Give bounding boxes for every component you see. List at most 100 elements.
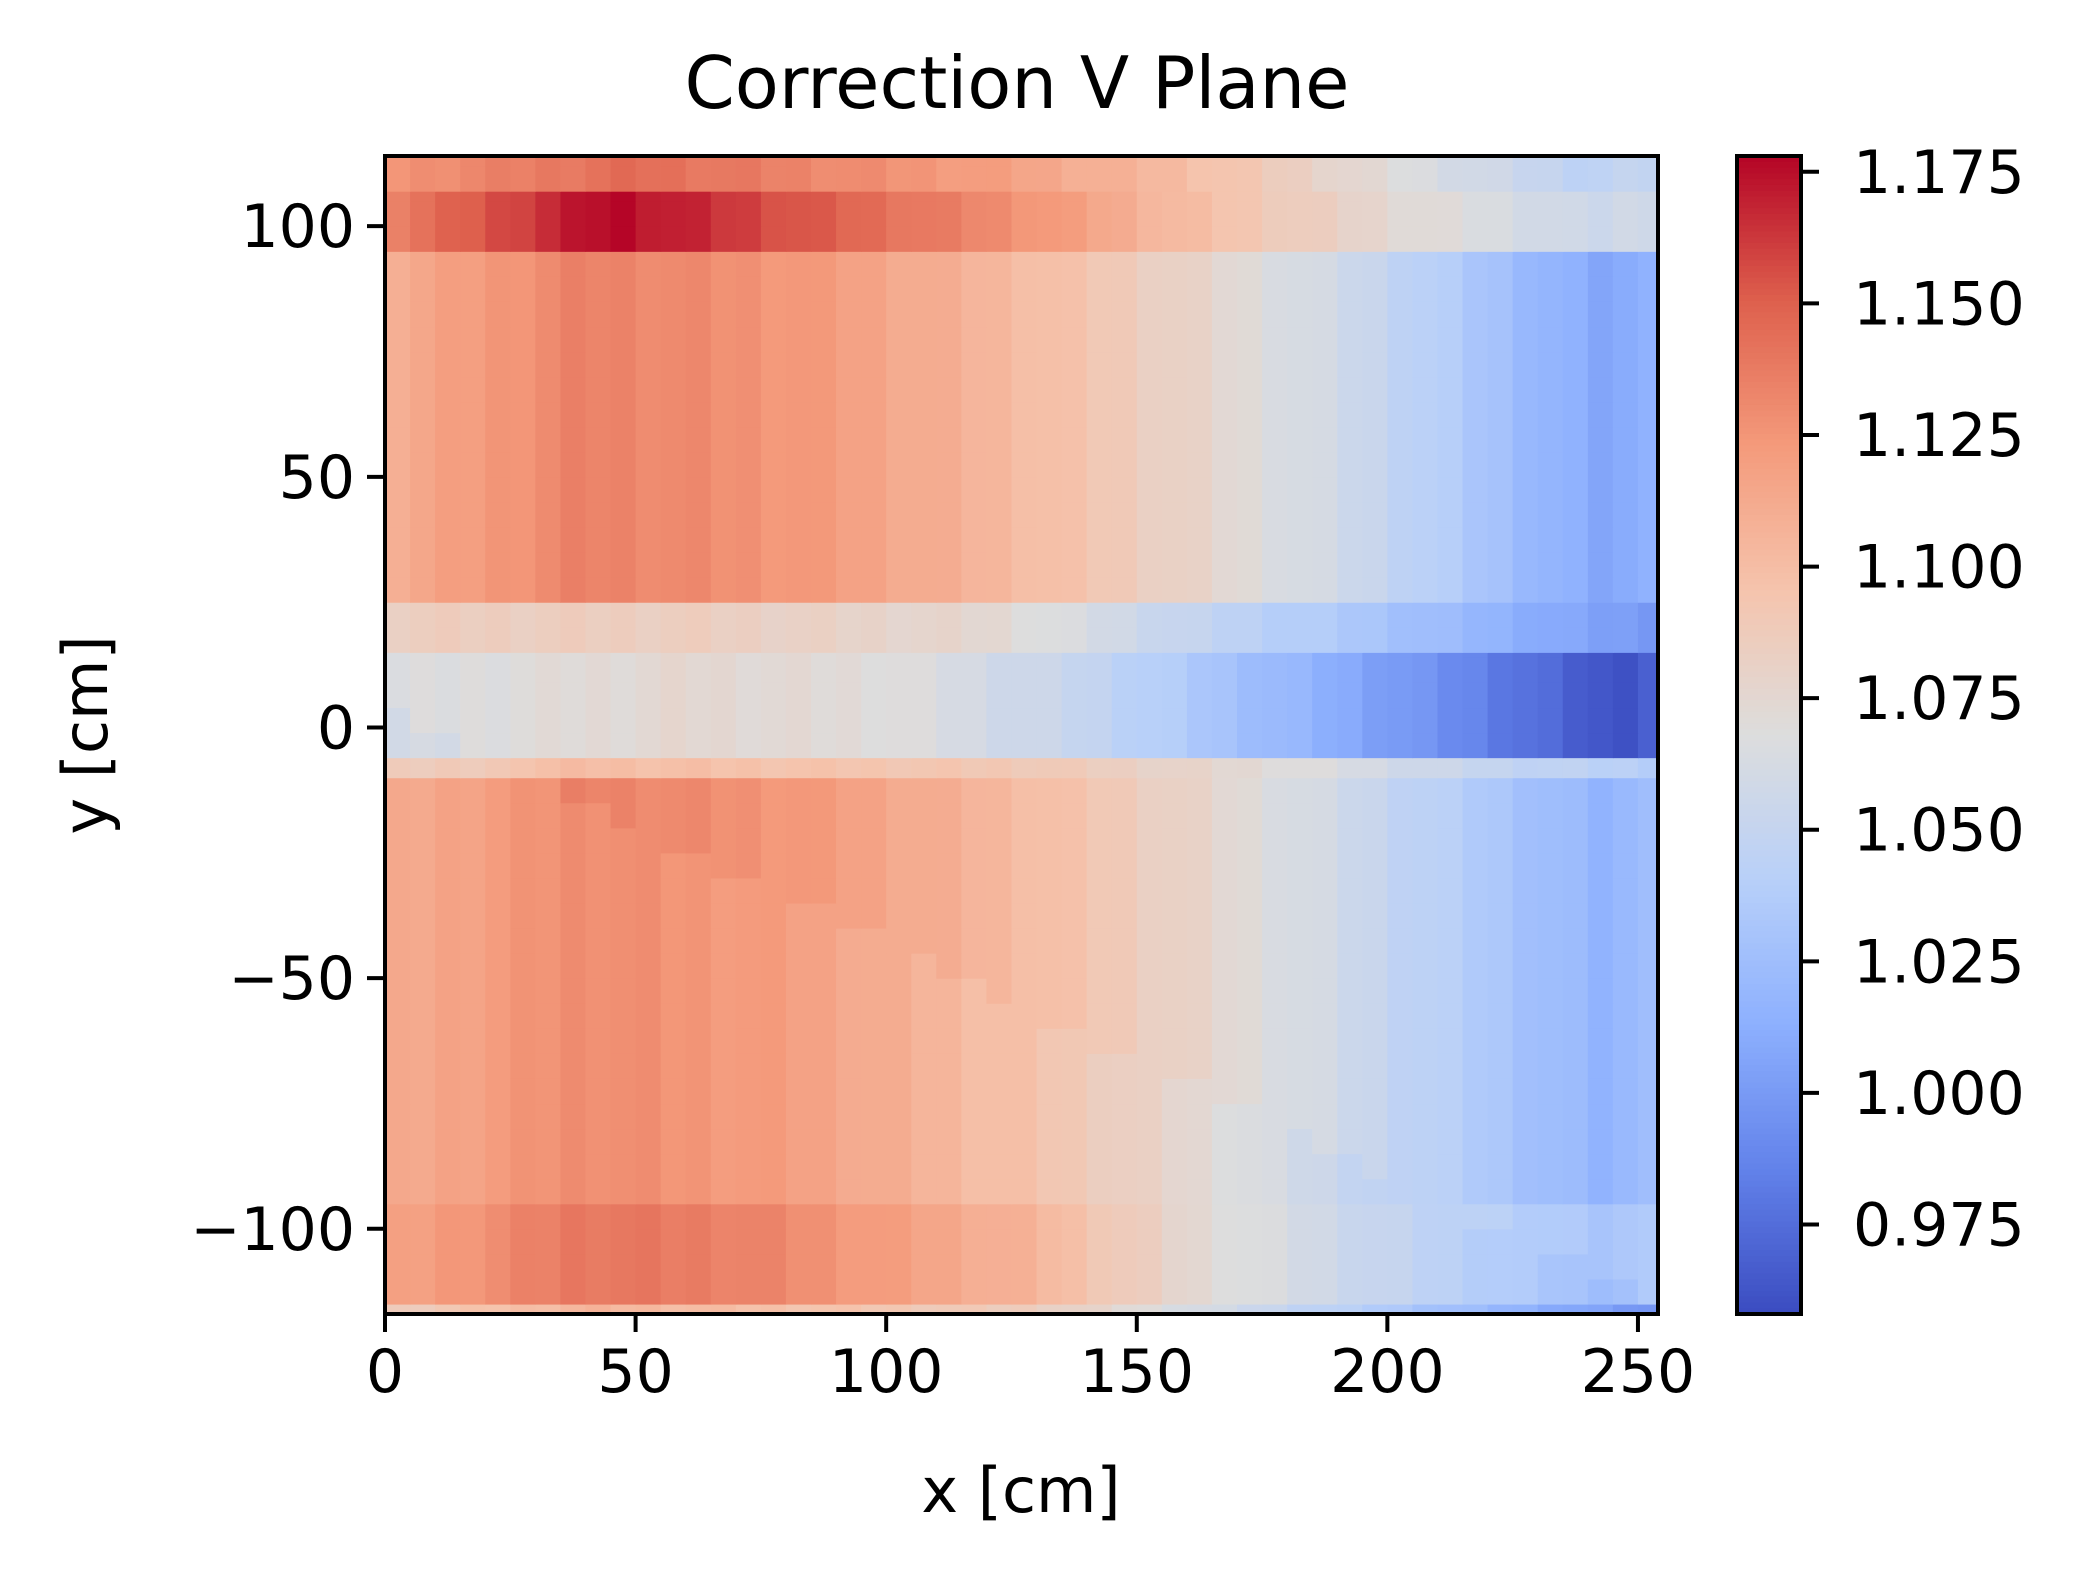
heatmap-cell	[585, 1003, 612, 1029]
colorbar-tick-label: 1.125	[1853, 401, 2025, 471]
heatmap-cell	[1412, 1103, 1439, 1130]
heatmap-cell	[1237, 1253, 1263, 1280]
heatmap-cell	[1011, 1228, 1038, 1255]
heatmap-cell	[861, 852, 887, 879]
heatmap-cell	[1237, 707, 1263, 734]
heatmap-cell	[710, 1153, 737, 1180]
heatmap-cell	[986, 707, 1013, 734]
heatmap-cell	[1537, 451, 1564, 478]
heatmap-cell	[435, 326, 461, 353]
heatmap-cell	[610, 953, 637, 979]
heatmap-cell	[1237, 401, 1263, 428]
heatmap-cell	[1612, 426, 1639, 453]
heatmap-cell	[610, 276, 637, 302]
heatmap-cell	[1237, 953, 1263, 979]
heatmap-cell	[1562, 451, 1589, 478]
heatmap-cell	[1237, 902, 1263, 929]
heatmap-cell	[1487, 1153, 1514, 1180]
heatmap-cell	[1587, 732, 1614, 759]
heatmap-cell	[986, 201, 1013, 227]
colorbar-segment	[1737, 1111, 1801, 1118]
heatmap-cell	[1487, 191, 1514, 202]
heatmap-cell	[1512, 1028, 1539, 1054]
heatmap-cell	[710, 1103, 737, 1130]
heatmap-cell	[485, 156, 511, 167]
heatmap-cell	[1537, 627, 1564, 653]
heatmap-cell	[560, 877, 587, 904]
heatmap-cell	[1211, 657, 1238, 683]
heatmap-cell	[911, 953, 937, 979]
heatmap-cell	[1136, 852, 1163, 879]
heatmap-cell	[1237, 1128, 1263, 1155]
heatmap-cell	[1011, 201, 1038, 227]
heatmap-cell	[710, 526, 737, 553]
heatmap-cell	[1537, 1028, 1564, 1054]
heatmap-cell	[861, 552, 887, 578]
heatmap-cell	[1211, 301, 1238, 328]
heatmap-cell	[1612, 827, 1639, 854]
heatmap-cell	[785, 652, 812, 658]
heatmap-cell	[435, 526, 461, 553]
heatmap-cell	[1462, 902, 1489, 929]
colorbar-segment	[1737, 856, 1801, 863]
heatmap-cell	[785, 191, 812, 202]
heatmap-cell	[735, 156, 762, 167]
heatmap-cell	[1211, 707, 1238, 734]
colorbar-segment	[1737, 491, 1801, 499]
heatmap-cell	[1387, 166, 1414, 192]
heatmap-cell	[1637, 251, 1659, 277]
heatmap-cell	[660, 978, 687, 1004]
heatmap-cell	[1337, 1278, 1363, 1305]
heatmap-cell	[610, 166, 637, 192]
heatmap-cell	[410, 301, 436, 328]
heatmap-cell	[635, 602, 662, 628]
heatmap-cell	[1462, 953, 1489, 979]
heatmap-cell	[1136, 451, 1163, 478]
heatmap-cell	[560, 552, 587, 578]
colorbar-segment	[1737, 619, 1801, 626]
heatmap-cell	[986, 652, 1013, 658]
heatmap-cell	[1512, 376, 1539, 403]
heatmap-cell	[1412, 201, 1439, 227]
heatmap-cell	[1587, 657, 1614, 683]
heatmap-cell	[811, 426, 837, 453]
heatmap-cell	[1462, 757, 1489, 779]
heatmap-cell	[1061, 852, 1088, 879]
heatmap-cell	[1337, 226, 1363, 252]
heatmap-cell	[1011, 652, 1038, 658]
colorbar-tick-label: 1.175	[1853, 138, 2025, 208]
heatmap-cell	[1211, 1153, 1238, 1180]
heatmap-cell	[485, 276, 511, 302]
heatmap-cell	[936, 476, 962, 503]
heatmap-cell	[1086, 401, 1113, 428]
heatmap-cell	[1211, 552, 1238, 578]
heatmap-cell	[1237, 978, 1263, 1004]
heatmap-cell	[936, 301, 962, 328]
heatmap-cell	[560, 476, 587, 503]
heatmap-cell	[535, 1053, 562, 1079]
heatmap-cell	[1362, 1253, 1388, 1280]
heatmap-cell	[986, 526, 1013, 553]
heatmap-cell	[1061, 602, 1088, 628]
heatmap-cell	[535, 1278, 562, 1305]
heatmap-cell	[1287, 351, 1313, 378]
heatmap-cell	[1161, 707, 1188, 734]
heatmap-cell	[1262, 526, 1288, 553]
heatmap-cell	[460, 627, 486, 653]
heatmap-cell	[1387, 802, 1414, 829]
heatmap-cell	[1387, 451, 1414, 478]
heatmap-cell	[610, 1178, 637, 1205]
heatmap-cell	[785, 953, 812, 979]
heatmap-cell	[685, 1028, 712, 1054]
heatmap-cell	[1562, 226, 1589, 252]
heatmap-cell	[685, 877, 712, 904]
heatmap-cell	[585, 577, 612, 603]
heatmap-cell	[1086, 757, 1113, 779]
heatmap-cell	[1462, 1153, 1489, 1180]
heatmap-cell	[1387, 577, 1414, 603]
heatmap-cell	[735, 577, 762, 603]
heatmap-cell	[1362, 827, 1388, 854]
heatmap-cell	[485, 201, 511, 227]
heatmap-cell	[660, 401, 687, 428]
heatmap-cell	[1312, 953, 1338, 979]
